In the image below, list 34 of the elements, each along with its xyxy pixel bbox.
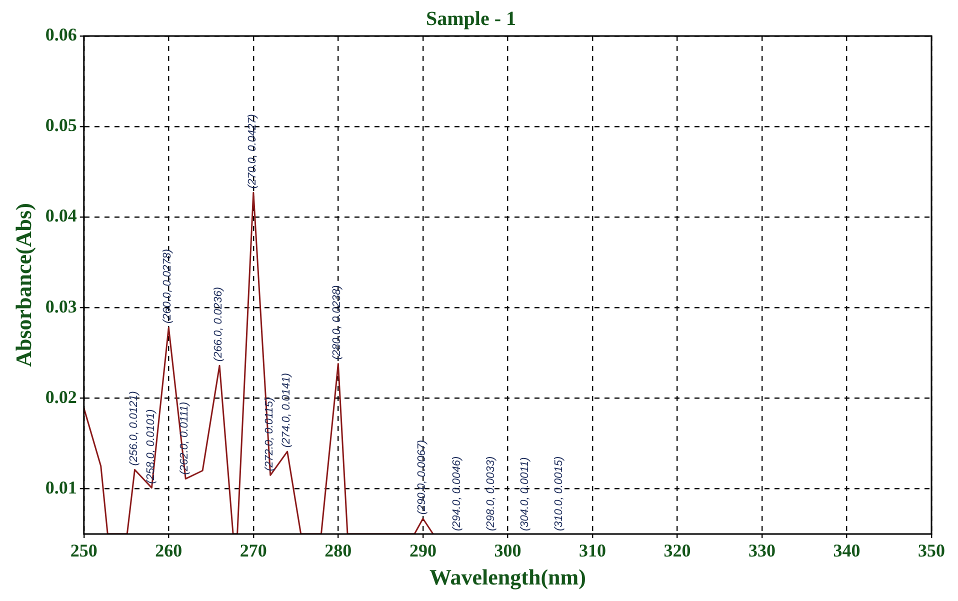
annotation: (310.0, 0.0015) [553,456,566,531]
x-tick-label: 310 [578,540,606,560]
y-tick-label: 0.04 [45,206,77,226]
annotation: (262.0, 0.0111) [178,401,191,475]
annotation: (266.0, 0.0236) [212,286,225,362]
chart-title: Sample - 1 [426,8,516,30]
y-axis-title: Absorbance(Abs) [10,203,36,367]
x-tick-label: 250 [70,540,98,560]
annotation: (294.0, 0.0046) [451,456,464,531]
x-tick-label: 320 [664,540,691,560]
y-tick-label: 0.03 [45,296,77,316]
y-tick-label: 0.02 [45,386,77,407]
annotation: (260.0, 0.0278) [162,248,174,324]
annotation: (258.0, 0.0101) [144,408,157,484]
annotation: (290.0, 0.0067) [416,440,428,515]
annotation: (280.0, 0.0238) [331,284,344,360]
x-tick-label: 270 [240,540,267,560]
x-tick-label: 350 [918,540,945,560]
annotation: (298.0, 0.0033) [485,456,498,531]
x-axis-title: Wavelength(nm) [429,564,586,590]
annotation: (274.0, 0.0141) [280,372,292,448]
annotation: (270.0, 0.0427) [246,114,258,189]
y-tick-label: 0.06 [45,24,77,45]
x-tick-label: 300 [494,540,522,560]
x-tick-label: 290 [409,540,436,560]
y-tick-label: 0.01 [45,477,77,498]
x-tick-label: 340 [833,540,860,560]
annotation: (256.0, 0.0121) [128,390,140,466]
x-tick-label: 260 [155,540,182,560]
x-tick-label: 330 [748,540,776,560]
x-tick-label: 280 [324,540,352,560]
annotation: (304.0, 0.0011) [519,456,532,531]
annotation: (272.0, 0.0115) [263,397,276,472]
y-tick-label: 0.05 [45,115,77,136]
